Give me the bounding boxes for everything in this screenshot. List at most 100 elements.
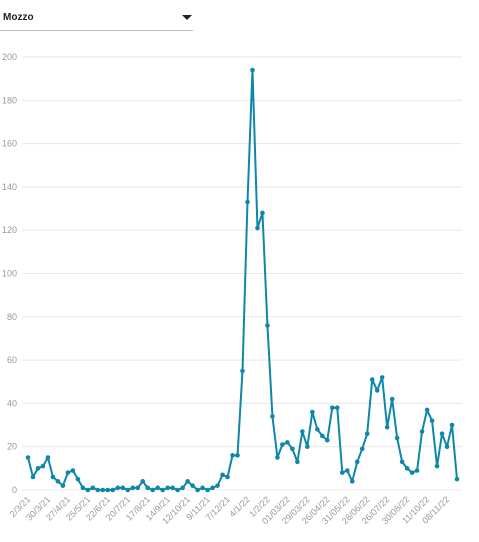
data-point: [434, 463, 440, 469]
data-point: [325, 437, 330, 443]
data-point: [310, 409, 315, 415]
data-point: [60, 483, 66, 488]
data-point: [135, 485, 141, 491]
data-point: [205, 487, 210, 493]
data-point: [454, 476, 460, 482]
data-point: [115, 485, 121, 491]
y-tick-label: 20: [7, 442, 17, 452]
data-point: [185, 479, 190, 484]
data-point: [80, 485, 86, 491]
data-point: [250, 67, 255, 73]
data-point: [195, 487, 200, 493]
data-point: [429, 418, 435, 424]
data-point: [444, 444, 450, 450]
y-tick-label: 80: [7, 312, 17, 322]
data-point: [265, 323, 270, 328]
data-point: [160, 487, 165, 493]
data-point: [439, 431, 445, 437]
data-point: [369, 377, 375, 382]
data-point: [35, 466, 41, 471]
data-point: [75, 476, 81, 482]
data-point: [200, 485, 205, 491]
data-point: [290, 446, 295, 452]
y-tick-label: 0: [12, 485, 17, 495]
data-point: [364, 431, 370, 437]
data-point: [215, 483, 220, 488]
data-point: [55, 479, 61, 484]
data-point: [424, 407, 430, 413]
data-point: [349, 479, 355, 484]
series-line: [27, 68, 458, 491]
data-point: [170, 485, 175, 491]
data-point: [25, 455, 31, 460]
data-point: [404, 466, 410, 471]
data-point: [85, 487, 91, 493]
data-point: [315, 427, 320, 432]
data-point: [399, 459, 405, 465]
dropdown-label: Mozzo: [3, 12, 34, 23]
data-point: [120, 485, 126, 491]
data-point: [409, 470, 415, 475]
data-point: [140, 479, 146, 484]
data-point: [295, 459, 300, 465]
data-point: [145, 485, 151, 491]
data-point: [30, 474, 36, 480]
data-point: [245, 199, 250, 205]
data-point: [190, 483, 195, 488]
data-point: [235, 453, 240, 458]
data-point: [40, 463, 46, 469]
data-point: [374, 388, 380, 393]
data-point: [300, 429, 305, 434]
data-point: [70, 468, 76, 473]
y-tick-label: 100: [2, 269, 17, 279]
data-point: [50, 474, 56, 480]
data-point: [389, 396, 395, 402]
data-point: [110, 487, 116, 493]
data-point: [419, 429, 425, 434]
data-point: [320, 433, 325, 439]
data-point: [449, 422, 455, 428]
data-point: [65, 470, 71, 475]
data-point: [255, 225, 260, 231]
data-point: [280, 442, 285, 447]
y-tick-label: 40: [7, 398, 17, 408]
data-point: [125, 487, 131, 493]
data-point: [175, 487, 180, 493]
data-point: [260, 210, 265, 216]
data-point: [334, 405, 340, 411]
data-point: [270, 414, 275, 419]
data-point: [165, 485, 170, 491]
data-point: [45, 455, 51, 460]
data-point: [210, 485, 215, 491]
data-point: [150, 487, 156, 493]
data-point: [305, 444, 310, 450]
y-tick-label: 180: [2, 95, 17, 105]
data-point: [220, 472, 225, 478]
y-tick-label: 160: [2, 139, 17, 149]
dropdown-arrow: [182, 15, 192, 20]
dropdown[interactable]: Mozzo: [0, 0, 193, 31]
y-tick-label: 120: [2, 225, 17, 235]
x-tick-label: 4/1/22: [227, 494, 252, 519]
y-tick-label: 60: [7, 355, 17, 365]
y-tick-label: 200: [2, 52, 17, 62]
data-point: [275, 455, 280, 460]
data-point: [329, 405, 335, 411]
data-point: [414, 468, 420, 473]
data-point: [339, 470, 345, 475]
y-tick-label: 140: [2, 182, 17, 192]
data-point: [285, 440, 290, 445]
data-point: [240, 368, 245, 374]
data-point: [180, 485, 185, 491]
data-point: [394, 435, 400, 441]
data-point: [100, 487, 106, 493]
data-point: [384, 424, 390, 430]
data-point: [379, 375, 385, 380]
data-point: [105, 487, 111, 493]
data-point: [95, 487, 101, 493]
data-point: [155, 485, 160, 491]
data-point: [130, 485, 136, 491]
data-point: [359, 446, 365, 452]
data-point: [90, 485, 96, 491]
